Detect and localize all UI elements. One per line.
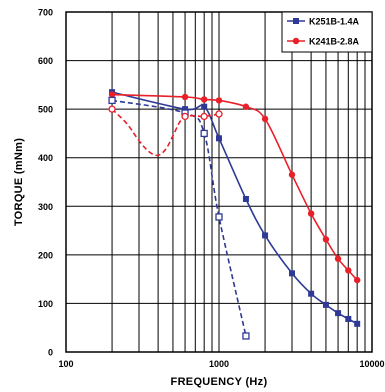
data-point [262, 232, 269, 239]
y-tick-label: 100 [38, 299, 53, 309]
y-tick-label: 200 [38, 250, 53, 260]
data-point [242, 196, 249, 202]
data-point [242, 103, 250, 110]
data-point [200, 96, 208, 103]
series-line [111, 99, 247, 337]
data-point [182, 106, 189, 113]
grid [66, 12, 372, 352]
data-point [288, 270, 295, 277]
series-layer [108, 89, 361, 340]
data-point [108, 105, 116, 113]
y-tick-label: 600 [38, 56, 53, 66]
y-tick-label: 400 [38, 153, 53, 163]
data-point [345, 315, 352, 322]
series-3 [108, 105, 223, 157]
data-point [308, 290, 315, 297]
y-axis-title: TORQUE (mNm) [13, 138, 25, 226]
x-tick-label: 10000 [359, 359, 384, 369]
legend-marker-k241b [292, 37, 300, 45]
data-point [353, 276, 361, 284]
data-point [181, 93, 189, 101]
data-point [200, 112, 208, 121]
y-tick-label: 700 [38, 8, 53, 18]
y-tick-label: 500 [38, 105, 53, 115]
data-point [307, 210, 315, 217]
x-axis-title: FREQUENCY (Hz) [171, 376, 268, 388]
x-tick-label: 100 [58, 359, 73, 369]
data-point [215, 97, 223, 104]
data-point [200, 129, 208, 138]
data-point [345, 267, 352, 274]
data-point [261, 115, 269, 123]
tick-labels: 0 100 200 300 400 500 600 700 100 1000 10000 [38, 8, 385, 370]
data-point [288, 171, 296, 178]
data-point [215, 213, 223, 221]
data-point [242, 332, 250, 340]
data-point [322, 236, 330, 243]
x-tick-label: 1000 [209, 359, 229, 369]
series-line [111, 108, 220, 157]
legend-marker-k251b [293, 18, 299, 24]
data-point [354, 320, 361, 327]
data-point [181, 112, 189, 121]
data-point [322, 301, 329, 308]
legend-label-k251b: K251B-1.4A [309, 17, 360, 27]
data-point [216, 135, 222, 142]
data-point [334, 255, 342, 262]
series-1 [108, 91, 361, 284]
plot-frame [65, 11, 373, 353]
y-tick-label: 300 [38, 202, 53, 212]
data-point [215, 110, 223, 118]
legend: K251B-1.4A K241B-2.8A [281, 11, 373, 53]
legend-label-k241b: K241B-2.8A [309, 37, 360, 47]
y-tick-label: 0 [48, 348, 53, 358]
data-point [108, 91, 116, 98]
data-point [201, 103, 208, 110]
data-point [108, 96, 116, 105]
data-point [335, 310, 342, 317]
